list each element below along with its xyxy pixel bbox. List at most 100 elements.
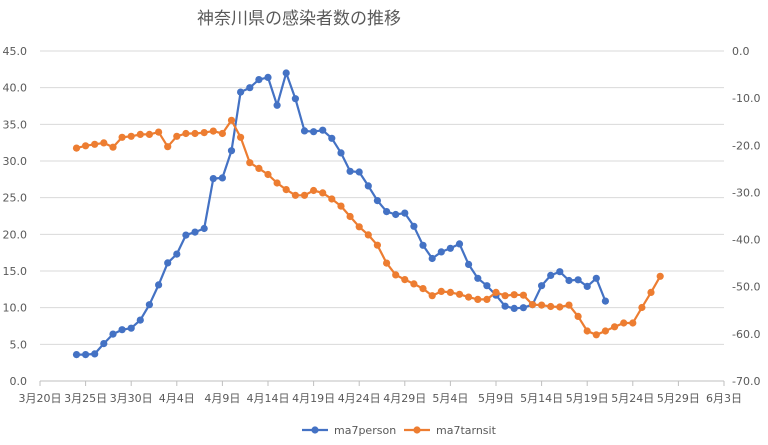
right-y-tick-label: -20.0 (732, 139, 760, 152)
data-point (200, 129, 208, 137)
x-tick-label: 5月19日 (566, 392, 609, 405)
data-point (218, 174, 226, 182)
data-point (556, 268, 564, 276)
data-point (310, 186, 318, 195)
data-point (136, 130, 144, 138)
data-point (300, 191, 309, 199)
x-tick-label: 4月9日 (204, 392, 240, 405)
data-point (501, 292, 509, 300)
data-point (109, 330, 117, 338)
data-point (291, 191, 299, 199)
data-point (465, 293, 473, 301)
left-y-tick-label: 25.0 (3, 192, 28, 205)
data-point (483, 295, 491, 303)
data-point (227, 147, 236, 155)
left-y-tick-label: 45.0 (3, 45, 28, 58)
x-axis: 3月20日 3月25日 3月30日 4月4日 4月9日 4月14日 4月19日 4月24日 4月… (19, 381, 742, 405)
data-point (401, 276, 409, 284)
data-point (145, 301, 153, 309)
data-point (583, 327, 591, 335)
data-point (392, 271, 400, 279)
data-point (282, 186, 290, 194)
x-tick-label: 5月29日 (657, 392, 700, 405)
data-point (319, 189, 327, 197)
data-point (437, 248, 445, 256)
data-point (118, 133, 126, 141)
data-point (264, 170, 272, 179)
x-tick-label: 4月4日 (159, 392, 195, 405)
data-point (410, 222, 418, 230)
data-point (392, 210, 400, 219)
gridlines (40, 50, 724, 382)
data-point (428, 292, 436, 300)
data-point (620, 319, 628, 327)
data-point (383, 208, 391, 216)
data-point (355, 223, 363, 231)
data-point (118, 326, 126, 334)
left-y-tick-label: 5.0 (10, 338, 28, 351)
data-point (100, 139, 108, 147)
left-y-tick-label: 20.0 (3, 228, 28, 241)
data-point (173, 250, 181, 258)
left-y-tick-label: 0.0 (10, 375, 28, 388)
data-point (592, 331, 600, 339)
data-point (328, 134, 336, 142)
x-tick-label: 4月19日 (292, 392, 335, 405)
data-point (155, 281, 163, 289)
x-tick-label: 5月9日 (478, 392, 514, 405)
data-point (255, 76, 263, 84)
data-point (437, 287, 445, 295)
data-point (273, 179, 281, 187)
data-point (538, 301, 546, 309)
data-point (574, 276, 582, 284)
data-point (300, 127, 309, 135)
x-tick-label: 5月14日 (520, 392, 563, 405)
legend-marker (413, 426, 421, 434)
data-point (282, 69, 290, 77)
data-point (592, 274, 600, 282)
data-point (355, 168, 363, 176)
data-point (638, 303, 646, 312)
right-y-axis: -70.0 -60.0 -50.0 -40.0 -30.0 -20.0 -10.0 0.0 (732, 45, 760, 388)
data-point (319, 126, 327, 134)
data-point (273, 101, 281, 109)
data-point (109, 143, 117, 151)
data-point (510, 304, 518, 312)
right-y-tick-label: -40.0 (732, 234, 760, 247)
data-point (337, 202, 345, 210)
data-point (291, 95, 299, 103)
data-point (310, 128, 318, 136)
data-point (611, 323, 619, 331)
data-point (373, 241, 381, 249)
data-point (246, 159, 254, 167)
x-tick-label: 6月3日 (706, 392, 742, 405)
data-point (455, 290, 464, 298)
data-point (528, 301, 537, 309)
data-point (364, 182, 372, 190)
data-point (337, 149, 345, 157)
x-tick-label: 5月4日 (432, 392, 468, 405)
data-point (629, 319, 637, 327)
data-point (565, 276, 573, 285)
data-point (82, 351, 90, 359)
data-point (182, 231, 190, 239)
x-tick-label: 3月30日 (110, 392, 153, 405)
data-point (364, 231, 372, 239)
data-point (601, 297, 610, 305)
data-point (574, 312, 582, 320)
right-y-tick-label: -30.0 (732, 186, 760, 199)
data-point (455, 240, 464, 248)
data-point (474, 274, 482, 282)
data-point (255, 164, 263, 172)
x-tick-label: 5月24日 (611, 392, 654, 405)
data-point (155, 128, 163, 136)
data-point (483, 282, 491, 290)
data-point (200, 224, 208, 233)
data-point (383, 259, 391, 267)
data-point (328, 195, 336, 203)
series-ma7person (72, 69, 610, 359)
data-point (410, 280, 418, 288)
data-point (401, 209, 409, 217)
data-point (264, 73, 272, 81)
data-point (492, 288, 500, 296)
